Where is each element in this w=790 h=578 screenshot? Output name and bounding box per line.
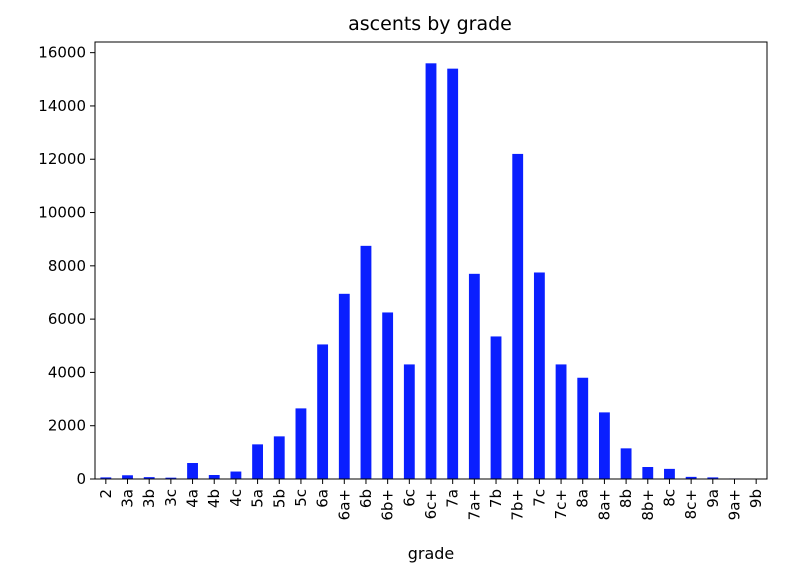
y-tick-label: 6000 bbox=[48, 310, 86, 328]
bar-6b bbox=[360, 245, 372, 479]
bar-4b bbox=[208, 475, 220, 479]
bar-5b bbox=[273, 436, 285, 479]
x-axis: 2 3a 3b 3c 4a 4b 4c 5a 5b 5c 6a 6a+ 6b 6b+ 6c 6c+ 7a 7a+ 7… bbox=[97, 479, 765, 521]
x-tick-label: 9a bbox=[704, 489, 722, 508]
x-axis-label: grade bbox=[408, 544, 455, 563]
x-tick-label: 3b bbox=[140, 489, 158, 508]
x-tick-label: 6c+ bbox=[422, 489, 440, 519]
bar-9a bbox=[707, 477, 719, 479]
bar-8c+ bbox=[685, 476, 697, 479]
x-tick-label: 5b bbox=[270, 489, 288, 508]
x-tick-label: 6b+ bbox=[379, 489, 397, 521]
y-tick-label: 4000 bbox=[48, 363, 86, 381]
bar-8a bbox=[577, 377, 589, 479]
bar-3c bbox=[165, 477, 177, 479]
x-tick-label: 6c bbox=[400, 489, 418, 507]
bar-8c bbox=[664, 468, 675, 479]
x-tick-label: 7a+ bbox=[465, 489, 483, 520]
x-tick-label: 4a bbox=[184, 489, 202, 508]
bar-7c+ bbox=[555, 364, 567, 479]
x-tick-label: 8c bbox=[660, 489, 678, 507]
x-tick-label: 6a bbox=[314, 489, 332, 508]
plot-frame bbox=[94, 41, 768, 480]
x-tick-label: 7b bbox=[487, 489, 505, 508]
bar-6a+ bbox=[338, 293, 350, 479]
x-tick-label: 7b+ bbox=[509, 489, 527, 521]
x-tick-label: 8a bbox=[574, 489, 592, 508]
y-tick-label: 12000 bbox=[38, 150, 86, 168]
y-tick-label: 0 bbox=[76, 470, 86, 488]
y-tick-label: 2000 bbox=[48, 417, 86, 435]
x-tick-label: 7c bbox=[530, 489, 548, 507]
bar-7b+ bbox=[512, 153, 524, 480]
bar-7a bbox=[447, 68, 459, 480]
bar-7c bbox=[533, 272, 545, 479]
x-tick-label: 8a+ bbox=[595, 489, 613, 520]
bar-8a+ bbox=[599, 412, 610, 479]
x-tick-label: 6a+ bbox=[335, 489, 353, 520]
x-tick-label: 2 bbox=[97, 489, 115, 499]
y-tick-label: 10000 bbox=[38, 204, 86, 222]
bar-4c bbox=[230, 471, 242, 479]
x-tick-label: 4b bbox=[205, 489, 223, 508]
bar-6c bbox=[403, 364, 415, 479]
bar-6c+ bbox=[425, 63, 437, 479]
bars-group bbox=[100, 63, 762, 480]
bar-8b+ bbox=[642, 467, 654, 479]
bar-2 bbox=[100, 477, 112, 479]
y-tick-label: 16000 bbox=[38, 44, 86, 62]
bar-6a bbox=[317, 344, 329, 479]
x-tick-label: 8c+ bbox=[682, 489, 700, 519]
x-tick-label: 7c+ bbox=[552, 489, 570, 519]
x-tick-label: 3a bbox=[119, 489, 137, 508]
x-tick-label: 4c bbox=[227, 489, 245, 507]
x-tick-label: 9a+ bbox=[725, 489, 743, 520]
x-tick-label: 9b bbox=[747, 489, 765, 508]
bar-3b bbox=[143, 477, 155, 479]
bar-6b+ bbox=[382, 312, 394, 479]
x-tick-label: 8b bbox=[617, 489, 635, 508]
x-tick-label: 3c bbox=[162, 489, 180, 507]
x-tick-label: 5c bbox=[292, 489, 310, 507]
bar-7b bbox=[490, 336, 502, 479]
bar-8b bbox=[620, 448, 632, 479]
x-tick-label: 7a bbox=[444, 489, 462, 508]
x-tick-label: 6b bbox=[357, 489, 375, 508]
bar-4a bbox=[187, 463, 198, 479]
bar-5c bbox=[295, 408, 307, 479]
x-tick-label: 5a bbox=[249, 489, 267, 508]
bar-5a bbox=[252, 444, 263, 479]
bar-3a bbox=[122, 475, 133, 479]
x-tick-label: 8b+ bbox=[639, 489, 657, 521]
y-tick-label: 8000 bbox=[48, 257, 86, 275]
bar-7a+ bbox=[468, 273, 480, 479]
y-tick-label: 14000 bbox=[38, 97, 86, 115]
chart-title: ascents by grade bbox=[348, 13, 512, 35]
y-axis: 0 2000 4000 6000 8000 10000 12000 14000 16000 bbox=[38, 44, 95, 488]
